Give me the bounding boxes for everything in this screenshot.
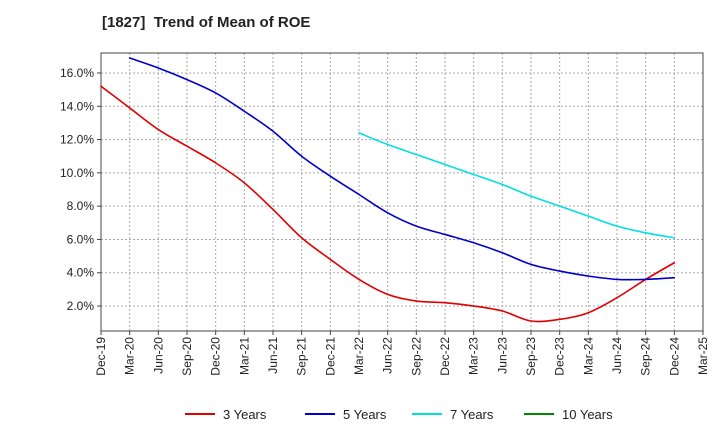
y-tick-label: 10.0%	[60, 166, 94, 180]
series-line-7-years	[358, 132, 676, 239]
x-tick-label: Dec-22	[438, 337, 452, 376]
x-tick-label: Jun-21	[266, 337, 280, 374]
legend-label-3-years: 3 Years	[223, 407, 267, 422]
plot-area-frame	[100, 52, 704, 332]
y-tick-label: 4.0%	[67, 266, 95, 280]
x-tick-label: Dec-23	[553, 337, 567, 376]
x-tick-label: Jun-23	[495, 337, 509, 374]
x-tick-label: Mar-22	[352, 337, 366, 375]
x-tick-label: Sep-21	[295, 337, 309, 376]
legend-label-10-years: 10 Years	[562, 407, 613, 422]
series-layer	[100, 57, 676, 323]
y-tick-label: 12.0%	[60, 133, 94, 147]
x-tick-label: Jun-22	[381, 337, 395, 374]
legend-label-5-years: 5 Years	[343, 407, 387, 422]
y-tick-label: 8.0%	[67, 199, 95, 213]
series-line-5-years	[128, 57, 676, 281]
y-axis: 2.0% 4.0% 6.0% 8.0% 10.0% 12.0% 14.0% 16.0%	[60, 66, 101, 313]
x-axis: Dec-19 Mar-20 Jun-20 Sep-20 Dec-20 Mar-21 Jun-…	[94, 331, 710, 376]
y-tick-label: 14.0%	[60, 99, 94, 113]
x-tick-label: Mar-21	[237, 337, 251, 375]
x-tick-label: Jun-20	[151, 337, 165, 374]
x-tick-label: Sep-24	[639, 337, 653, 376]
x-tick-label: Mar-24	[581, 337, 595, 375]
grid-layer	[101, 53, 703, 331]
y-tick-label: 2.0%	[67, 299, 95, 313]
x-tick-label: Dec-24	[667, 337, 681, 376]
x-tick-label: Dec-19	[94, 337, 108, 376]
x-tick-label: Sep-22	[409, 337, 423, 376]
x-tick-label: Sep-20	[180, 337, 194, 376]
legend-label-7-years: 7 Years	[450, 407, 494, 422]
x-tick-label: Sep-23	[524, 337, 538, 376]
y-tick-label: 6.0%	[67, 232, 95, 246]
x-tick-label: Mar-25	[696, 337, 710, 375]
legend: 3 Years 5 Years 7 Years 10 Years	[185, 407, 613, 422]
x-tick-label: Dec-20	[209, 337, 223, 376]
y-tick-label: 16.0%	[60, 66, 94, 80]
x-tick-label: Jun-24	[610, 337, 624, 374]
x-tick-label: Dec-21	[323, 337, 337, 376]
x-tick-label: Mar-23	[467, 337, 481, 375]
series-line-3-years	[100, 85, 676, 323]
chart-title: [1827] Trend of Mean of ROE	[102, 14, 311, 31]
x-tick-label: Mar-20	[123, 337, 137, 375]
